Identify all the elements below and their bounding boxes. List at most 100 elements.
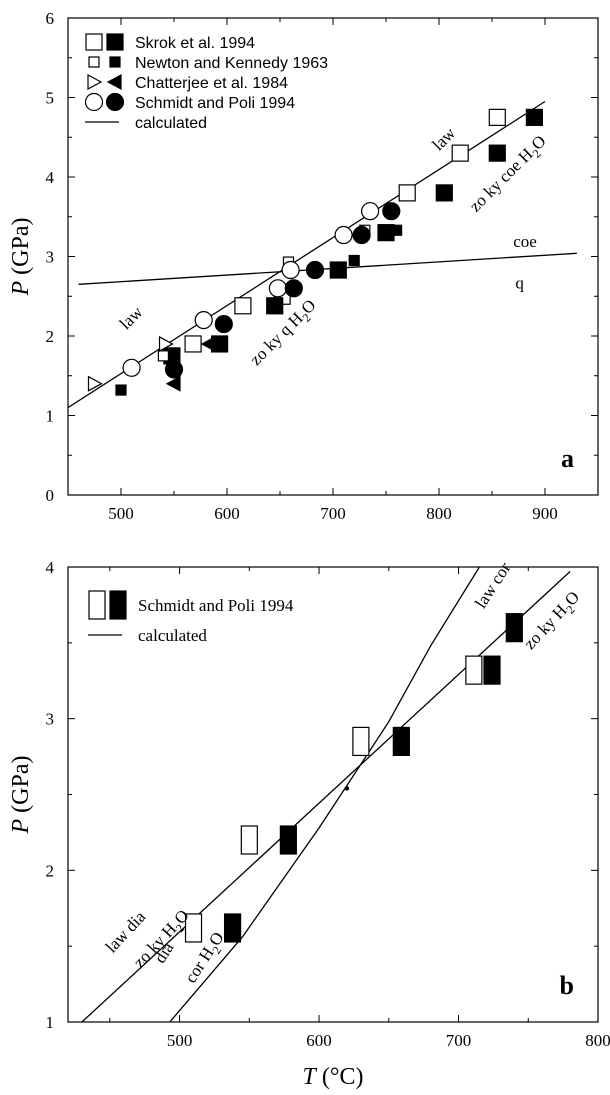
panel-b-data-point-rect-open [465, 655, 483, 685]
panel-a-annotation: zo ky q H2O [246, 296, 322, 372]
panel-b-data-point-rect-filled [505, 613, 523, 643]
panel-a-data-point-circle-filled [305, 260, 325, 280]
panel-a-data-point-square-open [451, 144, 469, 162]
panel-b-data-point-rect-open [240, 825, 258, 855]
panel-b-legend-label: Schmidt and Poli 1994 [138, 596, 294, 615]
panel-b-x-axis-label: T (°C) [303, 1064, 364, 1090]
panel-a-data-point-triangle-right-open [158, 335, 174, 352]
panel-a-legend-symbol [87, 73, 103, 91]
panel-a-data-point-circle-filled [352, 225, 371, 245]
y-axis-label-symbol: P [8, 819, 34, 835]
panel-a-data-point-circle-filled [284, 279, 303, 298]
panel-a-data-point-triangle-left-filled [165, 375, 181, 392]
panel-a-data-point-triangle-right-open [87, 375, 103, 392]
text-part: coe [513, 232, 537, 251]
panel-a-data-point-square-open [398, 184, 416, 202]
panel-a-data-point-small-square-filled [115, 384, 127, 396]
panel-a-annotation: law [116, 302, 147, 333]
panel-a-x-tick-label: 500 [108, 504, 134, 523]
panel-a-x-tick-label: 700 [320, 504, 346, 523]
panel-a-plot-area [68, 100, 577, 409]
panel-a-data-point-circle-open [281, 260, 300, 280]
x-axis-label-symbol: T [303, 1064, 318, 1090]
panel-b-data-point-rect-open [352, 726, 370, 757]
panel-a-legend-symbol [88, 56, 100, 68]
panel-b-y-tick-label: 2 [46, 861, 55, 880]
y-axis-label-unit: (GPa) [8, 218, 34, 281]
panel-a-data-point-square-filled [435, 184, 453, 202]
panel-b-x-tick-label: 800 [585, 1031, 610, 1050]
panel-b-x-tick-label: 700 [446, 1031, 472, 1050]
panel-a-data-point-circle-filled [214, 314, 233, 334]
panel-a-annotation: q [515, 273, 524, 292]
y-axis-label-unit: (GPa) [8, 756, 34, 819]
panel-a-y-tick-label: 6 [46, 9, 55, 28]
panel-a-legend-label: Schmidt and Poli 1994 [135, 95, 295, 112]
text-part: zo ky coe [465, 153, 528, 216]
text-part: zo ky q [246, 317, 298, 369]
panel-a-data-point-square-open [488, 108, 506, 126]
panel-a-data-point-circle-filled [164, 360, 184, 379]
panel-a-data-point-square-open [234, 297, 252, 315]
panel-a-data-point-triangle-left-filled [200, 335, 216, 352]
panel-a-calculated-line-1 [68, 100, 546, 409]
panel-a-x-tick-label: 600 [214, 504, 240, 523]
panel-a-data-point-square-filled [525, 108, 544, 126]
panel-b-x-tick-label: 600 [306, 1031, 332, 1050]
x-axis-label-unit: (°C) [316, 1064, 364, 1090]
panel-a-y-tick-label: 4 [46, 168, 55, 187]
panel-a-calculated-line-2 [78, 252, 577, 285]
panel-a-data-point-circle-open [334, 225, 353, 245]
text-part: law [116, 302, 147, 333]
panel-a-legend-label: Chatterjee et al. 1984 [135, 75, 288, 92]
panel-a-y-tick-label: 5 [46, 89, 55, 108]
panel-b-data-point-rect-filled [483, 655, 501, 685]
panel-b-panel-label: b [560, 971, 574, 1000]
panel-a-legend-label: Skrok et al. 1994 [135, 35, 255, 52]
panel-a-legend-label: Newton and Kennedy 1963 [135, 55, 328, 72]
panel-a-data-point-circle-open [361, 202, 380, 221]
text-part: q [515, 273, 524, 292]
panel-a-data-point-square-filled [488, 144, 506, 162]
panel-a-panel-label: a [561, 444, 574, 473]
panel-a-legend-symbol [106, 73, 122, 91]
panel-a-data-point-circle-open [194, 311, 213, 330]
panel-b-calculated-line-1 [81, 571, 571, 1022]
panel-b-data-point-rect-open [184, 913, 203, 943]
panel-a-data-point-square-filled [329, 261, 347, 279]
panel-a-data-point-square-open [184, 335, 202, 353]
panel-a-data-point-circle-filled [382, 202, 401, 221]
panel-a-x-tick-label: 800 [426, 504, 452, 523]
panel-b-data-point-rect-filled [392, 726, 410, 757]
panel-a-data-point-circle-open [122, 358, 141, 377]
panel-b-x-tick-label: 500 [167, 1031, 193, 1050]
panel-a-legend-symbol [106, 33, 124, 51]
panel-b-intersection-point [344, 786, 350, 791]
panel-a-x-tick-label: 900 [532, 504, 558, 523]
panel-a-legend-symbol [109, 56, 121, 68]
panel-a-y-tick-label: 1 [46, 407, 55, 426]
panel-a-data-point-small-square-filled [391, 224, 403, 236]
panel-b-calculated-line-2 [169, 567, 480, 1022]
panel-a-legend-symbol [84, 92, 104, 112]
panel-a-legend-label: calculated [135, 115, 207, 132]
panel-a-y-axis-label: P (GPa) [8, 218, 34, 297]
panel-b-legend-symbol [88, 590, 106, 620]
panel-a-y-tick-label: 2 [46, 327, 55, 346]
panel-a-data-point-small-square-filled [348, 254, 360, 267]
panel-a-legend-symbol [105, 92, 125, 112]
panel-b-legend-label: calculated [138, 626, 207, 645]
y-axis-label-symbol: P [8, 281, 34, 297]
panel-b-annotation: zo ky H2O [520, 587, 586, 655]
panel-a-data-point-small-square-open [157, 350, 169, 362]
panel-b-y-tick-label: 1 [46, 1013, 55, 1032]
panel-b-y-tick-label: 4 [46, 558, 55, 577]
panel-b-data-point-rect-filled [279, 825, 297, 855]
panel-a-legend-symbol [85, 33, 103, 51]
panel-b-y-axis-label: P (GPa) [8, 756, 34, 835]
panel-a-data-point-square-filled [266, 297, 284, 315]
panel-b-data-point-rect-filled [223, 913, 242, 943]
panel-a-y-tick-label: 3 [46, 248, 55, 267]
panel-b-y-tick-label: 3 [46, 710, 55, 729]
